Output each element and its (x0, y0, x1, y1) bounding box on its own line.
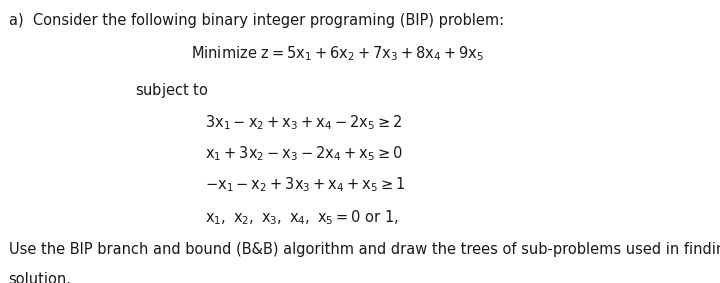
Text: $\mathregular{3x_1 - x_2 + x_3 + x_4 - 2x_5 \geq 2}$: $\mathregular{3x_1 - x_2 + x_3 + x_4 - 2… (205, 113, 402, 132)
Text: a)  Consider the following binary integer programing (BIP) problem:: a) Consider the following binary integer… (9, 13, 504, 28)
Text: solution.: solution. (9, 272, 72, 283)
Text: $\mathregular{subject\ to}$: $\mathregular{subject\ to}$ (135, 81, 209, 100)
Text: $\mathregular{Minimize\ z = 5x_1 + 6x_2 + 7x_3 + 8x_4 + 9x_5}$: $\mathregular{Minimize\ z = 5x_1 + 6x_2 … (191, 44, 484, 63)
Text: $\mathregular{x_1,\ x_2,\ x_3,\ x_4,\ x_5 = 0\ or\ 1,}$: $\mathregular{x_1,\ x_2,\ x_3,\ x_4,\ x_… (205, 208, 400, 227)
Text: $\mathregular{-x_1 - x_2 + 3x_3 + x_4 + x_5 \geq 1}$: $\mathregular{-x_1 - x_2 + 3x_3 + x_4 + … (205, 175, 405, 194)
Text: Use the BIP branch and bound (B&B) algorithm and draw the trees of sub-problems : Use the BIP branch and bound (B&B) algor… (9, 242, 720, 257)
Text: $\mathregular{x_1 + 3x_2 - x_3 - 2x_4 + x_5 \geq 0}$: $\mathregular{x_1 + 3x_2 - x_3 - 2x_4 + … (205, 144, 402, 163)
